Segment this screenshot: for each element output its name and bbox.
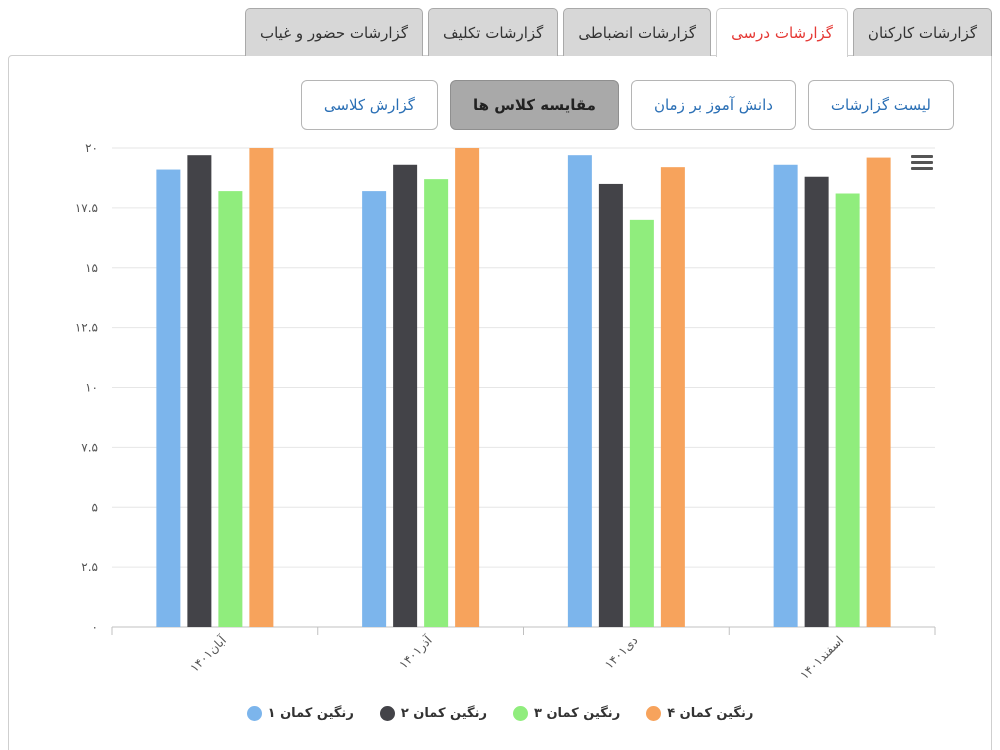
bar: [773, 164, 798, 627]
main-tabs: گزارشات کارکنان گزارشات درسی گزارشات انض…: [8, 8, 992, 57]
legend-label: رنگین کمان ۳: [534, 706, 621, 721]
bar: [567, 155, 592, 627]
legend-marker: [646, 706, 662, 721]
y-tick-label: ۱۰: [85, 381, 98, 395]
x-tick-label: آبان۱۴۰۱: [187, 632, 230, 675]
legend-marker: [513, 706, 528, 721]
y-tick-label: ۱۷.۵: [75, 201, 98, 215]
bar: [362, 191, 387, 628]
class-comparison-button[interactable]: مقایسه کلاس ها: [449, 80, 619, 130]
x-tick-label: دی۱۴۰۱: [602, 633, 641, 672]
legend-label: رنگین کمان ۲: [400, 706, 487, 721]
report-subnav: لیست گزارشات دانش آموز بر زمان مقایسه کل…: [300, 80, 954, 130]
tab-attendance-reports[interactable]: گزارشات حضور و غیاب: [244, 8, 423, 56]
bar: [393, 164, 418, 627]
legend-item[interactable]: رنگین کمان ۱: [246, 706, 354, 721]
chart-legend: رنگین کمان ۱ رنگین کمان ۲ رنگین کمان ۳ رنگی…: [0, 706, 1000, 721]
x-tick-label: آذر۱۴۰۱: [396, 632, 436, 672]
hamburger-menu-icon[interactable]: [911, 155, 933, 171]
bar: [156, 169, 181, 627]
bar: [218, 191, 243, 628]
y-tick-label: ۰: [92, 620, 98, 634]
bar: [598, 183, 623, 628]
legend-marker: [246, 706, 262, 721]
y-tick-label: ۲.۵: [81, 560, 98, 574]
y-tick-label: ۲۰: [85, 141, 98, 155]
bar: [187, 155, 212, 627]
legend-item[interactable]: رنگین کمان ۳: [513, 706, 620, 721]
bar: [455, 148, 480, 627]
bar: [249, 148, 274, 627]
x-tick-label: اسفند۱۴۰۱: [797, 633, 846, 682]
y-tick-label: ۵: [92, 500, 98, 514]
y-tick-label: ۱۲.۵: [75, 321, 98, 335]
tab-disciplinary-reports[interactable]: گزارشات انضباطی: [563, 8, 712, 56]
student-over-time-button[interactable]: دانش آموز بر زمان: [630, 80, 796, 130]
bar: [424, 179, 449, 627]
legend-item[interactable]: رنگین کمان ۲: [379, 706, 487, 721]
y-tick-label: ۷.۵: [81, 440, 98, 454]
bar: [660, 167, 685, 627]
bar: [835, 193, 860, 627]
class-report-button[interactable]: گزارش کلاسی: [300, 80, 438, 130]
class-comparison-chart: ۰ ۲.۵ ۵ ۷.۵ ۱۰ ۱۲.۵ ۱۵ ۱۷.۵ ۲۰ آبان۱۴۰۱ آذر۱۴۰۱ دی۱…: [75, 141, 936, 682]
y-tick-label: ۱۵: [85, 261, 98, 275]
tab-staff-reports[interactable]: گزارشات کارکنان: [852, 8, 992, 56]
bar: [804, 176, 829, 628]
bar: [629, 219, 654, 627]
bar: [866, 157, 891, 627]
legend-label: رنگین کمان ۴: [667, 706, 754, 721]
report-list-button[interactable]: لیست گزارشات: [807, 80, 954, 130]
legend-label: رنگین کمان ۱: [267, 706, 354, 721]
legend-item[interactable]: رنگین کمان ۴: [646, 706, 753, 721]
legend-marker: [379, 706, 395, 721]
tab-academic-reports[interactable]: گزارشات درسی: [716, 8, 848, 57]
tab-homework-reports[interactable]: گزارشات تکلیف: [427, 8, 559, 56]
